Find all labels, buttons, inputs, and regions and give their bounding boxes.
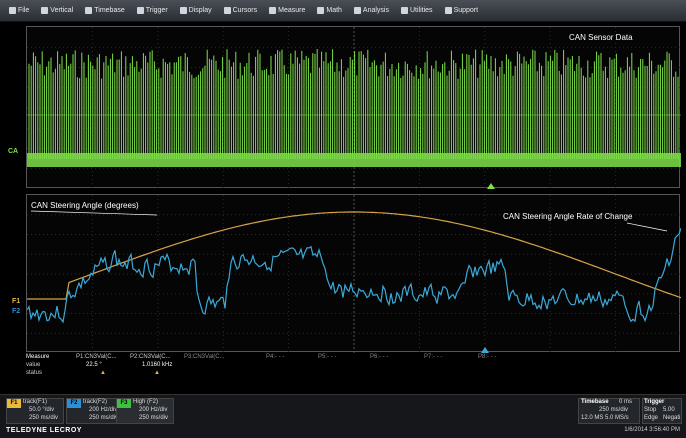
file-icon — [9, 7, 16, 14]
upper-grid-can-sensor[interactable]: CAN Sensor Data — [26, 26, 681, 189]
p1-status-icon: ▲ — [100, 370, 106, 376]
menu-utilities[interactable]: Utilities — [398, 5, 436, 16]
menu-label: Analysis — [362, 7, 389, 14]
menu-label: Support — [453, 7, 479, 14]
f3-line3: 250 ms/div — [139, 415, 169, 421]
timebase-samples: 12.0 MS 5.0 MS/s — [581, 415, 629, 421]
timebase-icon — [85, 7, 93, 14]
math-icon — [317, 7, 325, 14]
menu-label: Measure — [278, 7, 306, 14]
menu-label: Utilities — [410, 7, 433, 14]
f1-marker: F1 — [12, 298, 21, 305]
teledyne-lecroy-logo: TELEDYNE LECROY — [6, 427, 82, 434]
utilities-icon — [401, 7, 408, 14]
f2-line1: track(F2) — [83, 399, 107, 405]
trigger-descriptor[interactable]: Trigger Stop 5.00 Edge Negati — [642, 398, 682, 424]
param-p2[interactable]: P2:CN3Val(C... — [130, 354, 171, 360]
trigger-level: 5.00 — [663, 407, 675, 413]
param-p5[interactable]: P5:- - - — [318, 354, 337, 360]
trigger-type: Edge — [644, 415, 659, 421]
support-icon — [444, 7, 452, 14]
menu-math[interactable]: Math — [314, 5, 345, 16]
descriptor-f3[interactable]: F3 High (F2) 200 Hz/div 250 ms/div — [116, 398, 174, 424]
menu-label: Timebase — [94, 7, 125, 14]
f1-line2: 50.0 °/div — [29, 407, 55, 413]
menu-label: File — [18, 7, 30, 14]
steering-rate-label: CAN Steering Angle Rate of Change — [503, 212, 633, 221]
menu-analysis[interactable]: Analysis — [351, 5, 392, 16]
steering-angle-trace — [27, 211, 681, 300]
f2-marker: F2 — [12, 308, 21, 315]
lower-trace-svg — [27, 195, 681, 353]
menu-timebase[interactable]: Timebase — [82, 5, 127, 16]
menu-bar: File Vertical Timebase Trigger Display Cursor… — [0, 0, 686, 22]
can-sensor-trace — [28, 49, 679, 159]
menu-support[interactable]: Support — [442, 5, 482, 16]
f2-line3: 250 ms/div — [89, 415, 119, 421]
param-p8[interactable]: P8:- - - — [478, 354, 497, 360]
menu-label: Cursors — [232, 7, 258, 14]
param-p1[interactable]: P1:CN3Val(C... — [76, 354, 117, 360]
timebase-title: Timebase — [581, 399, 609, 405]
steering-rate-trace — [27, 227, 681, 324]
p2-status-icon: ▲ — [154, 370, 160, 376]
f3-tag: F3 — [117, 399, 131, 408]
menu-measure[interactable]: Measure — [266, 5, 308, 16]
timebase-descriptor[interactable]: Timebase 0 ms 250 ms/div 12.0 MS 5.0 MS/… — [578, 398, 640, 424]
param-p3[interactable]: P3:CN3Val(C... — [184, 354, 225, 360]
f1-line3: 250 ms/div — [29, 415, 59, 421]
menu-vertical[interactable]: Vertical — [38, 5, 76, 16]
trigger-marker-lower-icon — [481, 347, 489, 353]
menu-cursors[interactable]: Cursors — [221, 5, 261, 16]
trigger-slope: Negati — [663, 415, 681, 421]
f2-tag: F2 — [67, 399, 81, 408]
menu-label: Math — [326, 7, 342, 14]
menu-label: Vertical — [50, 7, 74, 14]
menu-label: Display — [188, 7, 212, 14]
upper-trace-svg — [27, 27, 681, 189]
param-p4[interactable]: P4:- - - — [266, 354, 285, 360]
f3-line2: 200 Hz/div — [139, 407, 168, 413]
descriptor-f1[interactable]: F1 track(F1) 50.0 °/div 250 ms/div — [6, 398, 64, 424]
descriptor-f2[interactable]: F2 track(F2) 200 Hz/div 250 ms/div — [66, 398, 124, 424]
param-p6[interactable]: P6:- - - — [370, 354, 389, 360]
f1-tag: F1 — [7, 399, 21, 408]
channel-marker-ca: CA — [8, 148, 19, 155]
display-icon — [179, 7, 187, 14]
trigger-marker-icon — [487, 183, 495, 189]
analysis-icon — [353, 7, 361, 14]
timebase-offset: 0 ms — [619, 399, 633, 405]
trigger-mode: Stop — [644, 407, 657, 413]
measure-value-label: value — [26, 362, 41, 368]
trigger-title: Trigger — [644, 399, 665, 405]
measure-header: Measure — [26, 354, 50, 360]
trigger-icon — [136, 7, 144, 14]
measure-table: Measure value status P1:CN3Val(C... P2:C… — [26, 354, 680, 384]
vertical-icon — [41, 7, 49, 14]
param-p7[interactable]: P7:- - - — [424, 354, 443, 360]
menu-file[interactable]: File — [6, 5, 32, 16]
f3-line1: High (F2) — [133, 399, 159, 405]
can-sensor-data-label: CAN Sensor Data — [569, 33, 633, 42]
datetime: 1/6/2014 3:56:40 PM — [624, 427, 680, 433]
menu-display[interactable]: Display — [177, 5, 215, 16]
p2-value: 1.0160 kHz — [142, 362, 173, 368]
p1-value: 22.5 ° — [86, 362, 102, 368]
f2-line2: 200 Hz/div — [89, 407, 118, 413]
lower-grid-steering-angle[interactable]: CAN Steering Angle (degrees) CAN Steerin… — [26, 194, 681, 353]
descriptor-bar: F1 track(F1) 50.0 °/div 250 ms/div F2 tr… — [0, 394, 686, 438]
cursors-icon — [223, 7, 231, 14]
f1-line1: track(F1) — [23, 399, 47, 405]
graticule — [27, 195, 681, 353]
timebase-scale: 250 ms/div — [599, 407, 629, 413]
steering-angle-label: CAN Steering Angle (degrees) — [31, 201, 139, 210]
menu-label: Trigger — [145, 7, 168, 14]
measure-status-label: status — [26, 370, 43, 376]
menu-trigger[interactable]: Trigger — [134, 5, 171, 16]
measure-icon — [269, 7, 277, 14]
